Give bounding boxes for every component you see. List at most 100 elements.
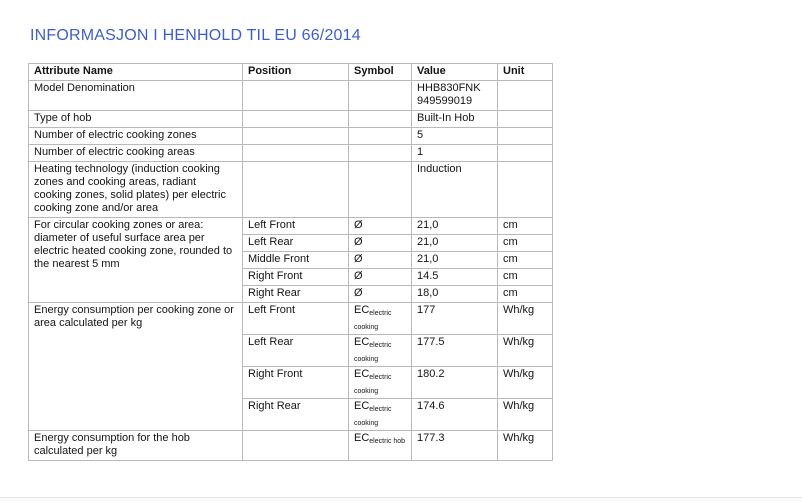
symbol-base: Ø	[354, 253, 363, 265]
symbol-base: Ø	[354, 270, 363, 282]
position-cell: Middle Front	[242, 251, 349, 269]
position-cell	[242, 144, 349, 162]
unit-cell: Wh/kg	[497, 334, 553, 367]
unit-cell: Wh/kg	[497, 398, 553, 431]
symbol-cell: Ø	[348, 234, 412, 252]
symbol-cell	[348, 144, 412, 162]
value-cell: 21,0	[411, 251, 498, 269]
position-cell: Left Front	[242, 302, 349, 335]
symbol-subscript: electric cooking	[354, 342, 392, 363]
attribute-name-cell: Energy consumption per cooking zone or a…	[28, 302, 243, 431]
position-cell	[242, 430, 349, 461]
symbol-cell: ECelectric cooking	[348, 366, 412, 399]
page-bottom-divider	[0, 497, 802, 498]
unit-cell: Wh/kg	[497, 430, 553, 461]
table-header-row: Attribute Name Position Symbol Value Unit	[28, 63, 553, 81]
unit-cell	[497, 110, 553, 128]
unit-cell: cm	[497, 285, 553, 303]
symbol-subscript: electric cooking	[354, 310, 392, 331]
attribute-name-cell: Type of hob	[28, 110, 243, 128]
unit-cell: cm	[497, 234, 553, 252]
symbol-cell: ECelectric cooking	[348, 398, 412, 431]
table-row: Energy consumption per cooking zone or a…	[28, 302, 553, 431]
unit-cell	[497, 127, 553, 145]
value-cell: 180.2	[411, 366, 498, 399]
unit-cell: cm	[497, 268, 553, 286]
symbol-base: Ø	[354, 287, 363, 299]
position-cell: Right Front	[242, 268, 349, 286]
table-row: For circular cooking zones or area: diam…	[28, 217, 553, 303]
attribute-name-cell: Number of electric cooking zones	[28, 127, 243, 145]
symbol-cell	[348, 110, 412, 128]
table-row: Type of hob Built-In Hob	[28, 110, 553, 128]
unit-cell: cm	[497, 217, 553, 235]
symbol-base: EC	[354, 432, 370, 444]
symbol-base: EC	[354, 400, 370, 412]
position-cell	[242, 127, 349, 145]
position-cell: Left Rear	[242, 334, 349, 367]
position-cell	[242, 80, 349, 111]
symbol-base: EC	[354, 336, 370, 348]
column-header-attribute-name: Attribute Name	[28, 63, 243, 81]
position-cell: Left Rear	[242, 234, 349, 252]
column-header-symbol: Symbol	[348, 63, 412, 81]
attribute-name-cell: Heating technology (induction cooking zo…	[28, 161, 243, 218]
column-header-unit: Unit	[497, 63, 553, 81]
symbol-cell: Ø	[348, 285, 412, 303]
symbol-base: Ø	[354, 219, 363, 231]
symbol-cell	[348, 127, 412, 145]
table-row: Right Rear Ø 18,0 cm	[29, 285, 553, 303]
column-header-position: Position	[242, 63, 349, 81]
column-header-value: Value	[411, 63, 498, 81]
position-cell: Right Front	[242, 366, 349, 399]
value-cell: Induction	[411, 161, 498, 218]
symbol-cell: ECelectric hob	[348, 430, 412, 461]
table-row: Model Denomination HHB830FNK 949599019	[28, 80, 553, 111]
value-cell: 21,0	[411, 234, 498, 252]
value-cell: 177.3	[411, 430, 498, 461]
attribute-name-cell: Model Denomination	[28, 80, 243, 111]
value-cell: 177.5	[411, 334, 498, 367]
symbol-cell: ECelectric cooking	[348, 302, 412, 335]
unit-cell	[497, 144, 553, 162]
symbol-cell	[348, 80, 412, 111]
symbol-cell: Ø	[348, 268, 412, 286]
symbol-subscript: electric hob	[369, 438, 406, 445]
attribute-name-cell: Energy consumption for the hob calculate…	[28, 430, 243, 461]
table-row: Number of electric cooking areas 1	[28, 144, 553, 162]
value-cell: Built-In Hob	[411, 110, 498, 128]
value-cell: 174.6	[411, 398, 498, 431]
symbol-cell: Ø	[348, 217, 412, 235]
value-cell: 18,0	[411, 285, 498, 303]
value-cell: 5	[411, 127, 498, 145]
unit-cell: cm	[497, 251, 553, 269]
page-bottom-strip	[0, 498, 802, 501]
unit-cell	[497, 161, 553, 218]
symbol-cell: Ø	[348, 251, 412, 269]
symbol-base: Ø	[354, 236, 363, 248]
table-row: Right Front Ø 14.5 cm	[29, 268, 553, 286]
table-row: Right Rear ECelectric cooking 174.6 Wh/kg	[29, 398, 553, 431]
table-row: Number of electric cooking zones 5	[28, 127, 553, 145]
symbol-cell: ECelectric cooking	[348, 334, 412, 367]
value-cell: 21,0	[411, 217, 498, 235]
position-cell: Left Front	[242, 217, 349, 235]
symbol-base: EC	[354, 304, 370, 316]
value-cell: 14.5	[411, 268, 498, 286]
position-cell	[242, 161, 349, 218]
symbol-base: EC	[354, 368, 370, 380]
table-row: Heating technology (induction cooking zo…	[28, 161, 553, 218]
position-cell: Right Rear	[242, 398, 349, 431]
eu-info-table: Attribute Name Position Symbol Value Unit Mo…	[28, 63, 553, 461]
symbol-subscript: electric cooking	[354, 406, 392, 427]
attribute-name-cell: For circular cooking zones or area: diam…	[28, 217, 243, 303]
unit-cell	[497, 80, 553, 111]
attribute-name-cell: Number of electric cooking areas	[28, 144, 243, 162]
value-cell: HHB830FNK 949599019	[411, 80, 498, 111]
symbol-cell	[348, 161, 412, 218]
symbol-subscript: electric cooking	[354, 374, 392, 395]
table-row: Energy consumption for the hob calculate…	[28, 430, 553, 461]
unit-cell: Wh/kg	[497, 302, 553, 335]
value-cell: 177	[411, 302, 498, 335]
